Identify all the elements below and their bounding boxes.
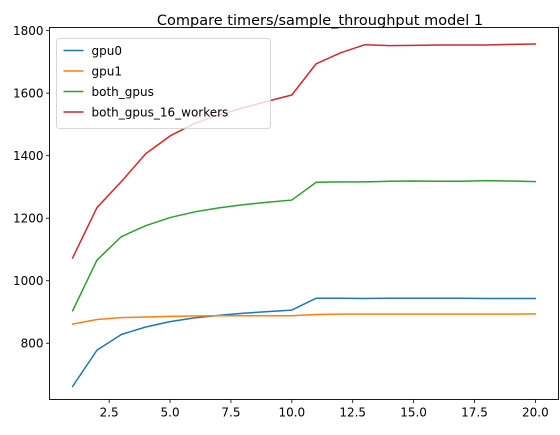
y-tick-label: 800 <box>21 337 44 351</box>
chart-title: Compare timers/sample_throughput model 1 <box>157 13 483 29</box>
series-line-both-gpus <box>71 179 537 312</box>
legend-label-both-gpus-16-workers: both_gpus_16_workers <box>92 105 229 119</box>
axes-frame <box>49 27 559 400</box>
legend-label-gpu1: gpu1 <box>92 64 122 78</box>
series-line-gpu0 <box>71 297 537 388</box>
plot-area <box>71 43 537 388</box>
legend-label-both-gpus: both_gpus <box>92 85 154 99</box>
x-tick-label: 5.0 <box>161 406 180 420</box>
x-tick-label: 7.5 <box>221 406 240 420</box>
legend-label-gpu0: gpu0 <box>92 44 122 58</box>
y-axis: 800 1000 1200 1400 1600 1800 <box>13 24 50 351</box>
series-line-both-gpus-16-workers <box>71 43 537 259</box>
y-tick-label: 1200 <box>13 211 44 225</box>
y-tick-label: 1000 <box>13 274 44 288</box>
legend-box <box>56 38 271 129</box>
y-tick-label: 1600 <box>13 86 44 100</box>
x-tick-label: 10.0 <box>278 406 305 420</box>
x-tick-label: 17.5 <box>461 406 488 420</box>
y-tick-label: 1800 <box>13 24 44 38</box>
series-line-gpu1 <box>71 313 537 326</box>
x-tick-label: 12.5 <box>339 406 366 420</box>
legend: gpu0 gpu1 both_gpus both_gpus_16_workers <box>56 38 271 129</box>
x-axis: 2.5 5.0 7.5 10.0 12.5 15.0 17.5 20.0 <box>100 399 549 420</box>
x-tick-label: 2.5 <box>100 406 119 420</box>
y-tick-label: 1400 <box>13 149 44 163</box>
x-tick-label: 20.0 <box>522 406 549 420</box>
x-tick-label: 15.0 <box>400 406 427 420</box>
